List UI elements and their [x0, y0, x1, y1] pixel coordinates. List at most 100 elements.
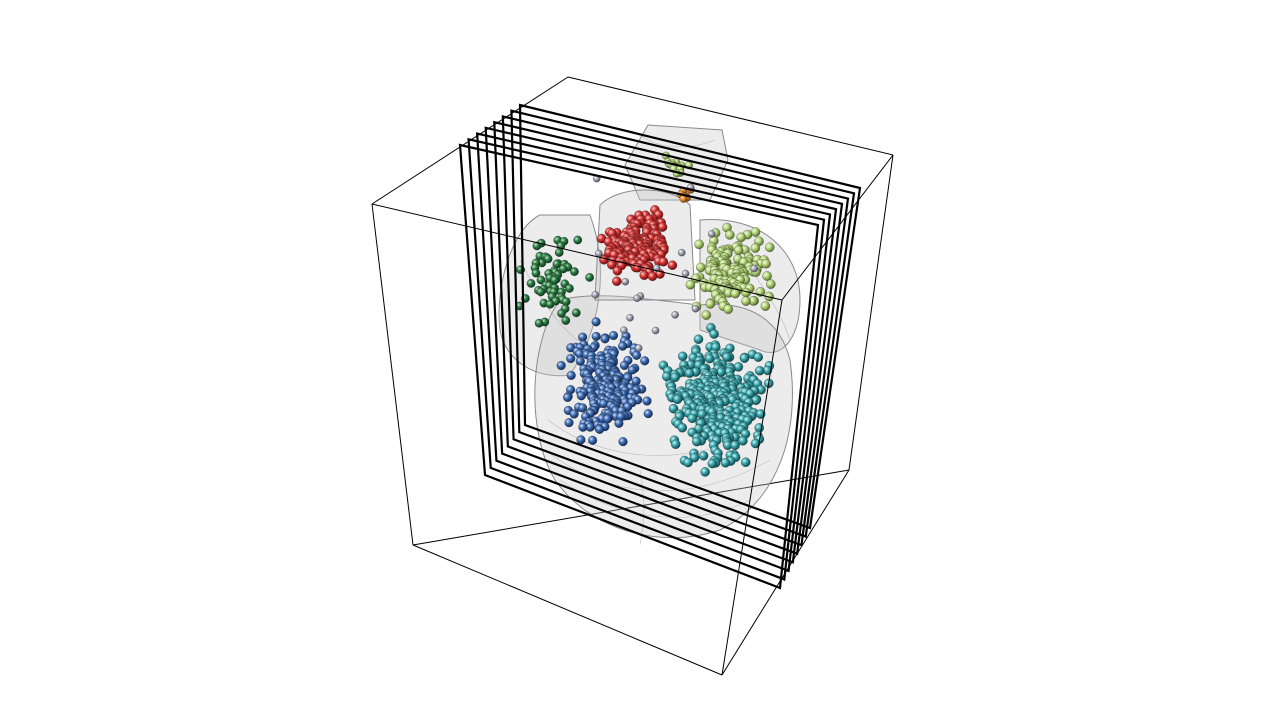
- bounding-box-front: [371, 154, 894, 676]
- cluster-dark-green: [515, 235, 594, 328]
- red-particle: [667, 260, 678, 270]
- light-green-particle: [705, 299, 716, 309]
- light-green-particle: [760, 301, 771, 311]
- blue-particle: [608, 330, 619, 341]
- blue-particle: [602, 414, 613, 424]
- teal-particle: [753, 352, 763, 362]
- dark-green-particle: [545, 299, 555, 309]
- grey-particle: [620, 326, 628, 334]
- blue-particle: [576, 391, 586, 401]
- section-plane: [467, 137, 826, 581]
- blue-particle: [569, 409, 579, 419]
- teal-particle: [700, 467, 710, 477]
- blue-particle: [618, 437, 628, 447]
- teal-particle: [709, 329, 719, 339]
- light-green-particle: [701, 310, 712, 320]
- cluster-grey: [591, 174, 758, 352]
- light-green-particle: [736, 232, 746, 243]
- light-green-particle: [696, 262, 706, 273]
- blue-particle: [564, 418, 574, 428]
- blue-particle: [642, 396, 652, 406]
- cluster-red: [596, 205, 678, 286]
- blue-particle: [556, 360, 566, 371]
- teal-particle: [750, 438, 761, 449]
- teal-particle: [730, 440, 740, 451]
- dark-green-particle: [558, 264, 568, 274]
- light-green-particle: [730, 288, 741, 299]
- red-particle: [647, 271, 658, 282]
- blue-particle: [578, 403, 588, 413]
- blue-particle: [614, 418, 624, 428]
- red-particle: [657, 222, 668, 232]
- grey-particle: [677, 248, 686, 257]
- teal-particle: [687, 413, 697, 424]
- blue-particle: [588, 435, 598, 445]
- teal-particle: [722, 352, 732, 362]
- light-green-particle: [741, 296, 751, 306]
- section-plane: [458, 143, 820, 590]
- blue-particle: [643, 409, 653, 419]
- blue-particle: [578, 422, 588, 432]
- teal-particle: [684, 368, 695, 378]
- red-particle: [658, 256, 669, 267]
- cluster-teal: [658, 322, 775, 477]
- blue-particle: [566, 353, 576, 364]
- red-particle: [612, 266, 623, 276]
- light-green-particle: [733, 245, 744, 256]
- grey-particle: [651, 326, 660, 335]
- dark-green-particle: [561, 316, 571, 325]
- dark-green-particle: [573, 235, 583, 245]
- blue-particle: [627, 365, 637, 375]
- light-green-particle: [694, 239, 704, 250]
- section-plane: [475, 132, 832, 573]
- dark-green-particle: [526, 279, 536, 288]
- dark-green-particle: [536, 275, 546, 285]
- grey-particle: [633, 294, 641, 302]
- light-green-particle: [723, 304, 733, 314]
- dark-green-particle: [557, 309, 566, 318]
- teal-particle: [693, 334, 704, 344]
- section-plane: [484, 126, 838, 564]
- light-green-particle: [685, 279, 696, 290]
- dark-green-particle: [534, 318, 544, 328]
- grey-particle: [634, 344, 643, 352]
- grey-particle: [626, 313, 634, 322]
- dark-green-particle: [543, 254, 553, 264]
- grey-particle: [591, 290, 600, 299]
- teal-particle: [672, 394, 683, 404]
- teal-particle: [689, 452, 700, 463]
- blue-particle: [563, 392, 573, 402]
- blue-particle: [578, 332, 588, 342]
- grey-particle: [707, 230, 716, 238]
- teal-particle: [707, 458, 718, 469]
- grey-particle: [691, 304, 700, 313]
- grey-particle: [621, 277, 630, 286]
- teal-particle: [720, 458, 731, 468]
- teal-particle: [738, 436, 748, 446]
- blue-particle: [618, 341, 628, 351]
- blue-particle: [591, 331, 601, 341]
- dark-green-particle: [585, 273, 594, 282]
- teal-particle: [683, 457, 693, 468]
- grey-particle: [671, 311, 679, 319]
- light-green-particle: [766, 279, 776, 289]
- grey-particle: [681, 269, 690, 278]
- teal-particle: [740, 457, 751, 467]
- section-plane: [510, 109, 856, 539]
- teal-particle: [670, 439, 681, 449]
- teal-particle: [677, 422, 688, 433]
- teal-particle: [754, 365, 765, 376]
- cluster-light-green: [685, 222, 776, 320]
- blue-particle: [640, 356, 650, 366]
- light-green-particle: [762, 271, 772, 281]
- red-particle: [612, 276, 622, 286]
- teal-particle: [704, 353, 715, 364]
- teal-particle: [668, 403, 679, 414]
- section-plane: [501, 115, 850, 547]
- dark-green-particle: [565, 284, 574, 293]
- blue-particle: [575, 356, 585, 366]
- dark-green-particle: [531, 268, 541, 278]
- teal-particle: [698, 451, 709, 461]
- grey-particle: [750, 264, 758, 273]
